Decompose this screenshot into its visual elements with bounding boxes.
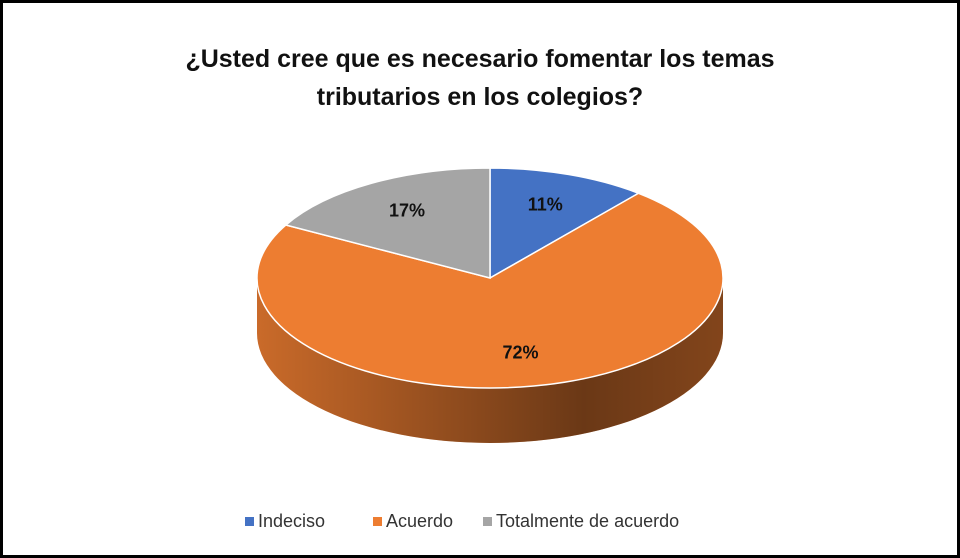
legend-swatch bbox=[483, 517, 492, 526]
data-label: 72% bbox=[503, 342, 539, 362]
legend-swatch bbox=[245, 517, 254, 526]
pie-slice bbox=[256, 192, 724, 389]
legend-label: Indeciso bbox=[258, 511, 325, 531]
pie-slice bbox=[284, 167, 491, 279]
data-label: 11% bbox=[528, 194, 563, 214]
pie-slice bbox=[489, 167, 641, 280]
pie-side-shade bbox=[257, 278, 723, 443]
legend-swatch bbox=[373, 517, 382, 526]
legend-label: Acuerdo bbox=[386, 511, 453, 531]
chart-title: ¿Usted cree que es necesario fomentar lo… bbox=[185, 45, 775, 111]
data-label: 17% bbox=[389, 200, 425, 220]
legend-label: Totalmente de acuerdo bbox=[496, 511, 679, 531]
